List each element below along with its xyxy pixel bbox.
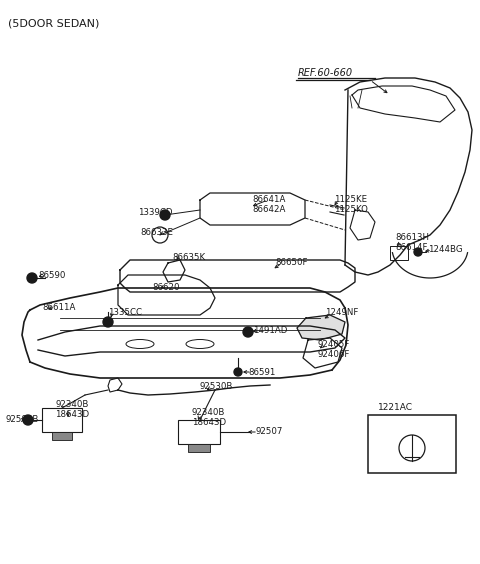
Text: 92507: 92507 bbox=[255, 427, 282, 436]
Circle shape bbox=[23, 415, 33, 425]
Circle shape bbox=[27, 273, 37, 283]
Text: 86650F: 86650F bbox=[275, 258, 308, 267]
Text: 92340B
18643D: 92340B 18643D bbox=[55, 400, 89, 420]
Circle shape bbox=[243, 327, 253, 337]
Bar bbox=[390, 246, 408, 260]
Circle shape bbox=[160, 210, 170, 220]
Bar bbox=[178, 420, 220, 444]
Text: 86641A
86642A: 86641A 86642A bbox=[252, 195, 286, 214]
Text: 86633E: 86633E bbox=[140, 228, 173, 237]
Text: 1335CC: 1335CC bbox=[108, 308, 142, 317]
Text: (5DOOR SEDAN): (5DOOR SEDAN) bbox=[8, 18, 99, 28]
Text: 1339CD: 1339CD bbox=[138, 208, 172, 217]
Text: REF.60-660: REF.60-660 bbox=[298, 68, 353, 78]
Text: 1491AD: 1491AD bbox=[253, 326, 288, 335]
Text: 92340B
18643D: 92340B 18643D bbox=[192, 408, 226, 428]
Bar bbox=[52, 432, 72, 440]
Text: 1221AC: 1221AC bbox=[378, 403, 413, 412]
Text: 86620: 86620 bbox=[152, 283, 180, 292]
Bar bbox=[188, 444, 210, 452]
Text: 92405F
92406F: 92405F 92406F bbox=[318, 340, 350, 359]
Text: 92508B: 92508B bbox=[5, 415, 38, 424]
Text: 86635K: 86635K bbox=[172, 253, 205, 262]
Bar bbox=[42, 408, 82, 432]
Text: 86611A: 86611A bbox=[42, 303, 75, 312]
Text: 1249NF: 1249NF bbox=[325, 308, 359, 317]
Text: 1244BG: 1244BG bbox=[428, 245, 463, 254]
Text: 86613H
86614F: 86613H 86614F bbox=[395, 233, 429, 253]
Polygon shape bbox=[297, 315, 345, 340]
Circle shape bbox=[414, 248, 422, 256]
Bar bbox=[368, 415, 456, 473]
Text: 92530B: 92530B bbox=[200, 382, 233, 391]
Text: 86590: 86590 bbox=[38, 271, 65, 280]
Circle shape bbox=[103, 317, 113, 327]
Text: 86591: 86591 bbox=[248, 368, 276, 377]
Circle shape bbox=[234, 368, 242, 376]
Text: 1125KE
1125KO: 1125KE 1125KO bbox=[334, 195, 368, 214]
